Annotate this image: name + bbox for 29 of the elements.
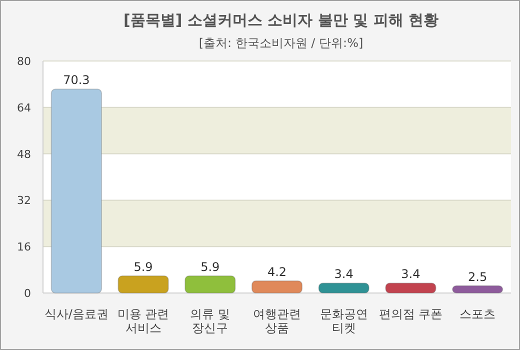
x-tick-label: 의류 및 장신구 [189, 307, 232, 335]
bar [251, 280, 303, 294]
data-label: 3.4 [334, 267, 354, 282]
bar [118, 275, 169, 294]
y-tick-label: 48 [17, 148, 31, 161]
x-tick-label: 여행관련 상품 [252, 307, 302, 335]
y-tick-label: 80 [17, 55, 31, 68]
data-label: 70.3 [63, 73, 90, 88]
y-tick-label: 16 [17, 240, 31, 254]
bar [452, 285, 504, 294]
y-tick-label: 0 [24, 287, 31, 300]
x-tick-label: 미용 관련 서비스 [116, 307, 170, 335]
x-tick-label: 스포츠 [458, 307, 497, 321]
bar [50, 88, 102, 294]
title: [품목별] 소셜커머스 소비자 불만 및 피해 현황 [123, 11, 439, 29]
data-label: 4.2 [267, 264, 287, 279]
y-tick-label: 64 [17, 101, 31, 114]
data-label: 5.9 [200, 260, 220, 274]
data-label: 2.5 [468, 270, 488, 284]
subtitle: [출처: 한국소비자원 / 단위:%] [198, 36, 364, 50]
data-label: 5.9 [134, 260, 153, 274]
bar [318, 282, 370, 294]
x-tick-label: 편의점 쿠폰 [378, 307, 444, 321]
data-label: 3.4 [401, 267, 420, 282]
bar [184, 275, 236, 294]
bar [385, 282, 436, 294]
x-tick-label: 식사/음료권 [43, 307, 110, 321]
x-tick-label: 문화공연 티켓 [318, 307, 369, 335]
y-tick-label: 32 [17, 194, 31, 208]
